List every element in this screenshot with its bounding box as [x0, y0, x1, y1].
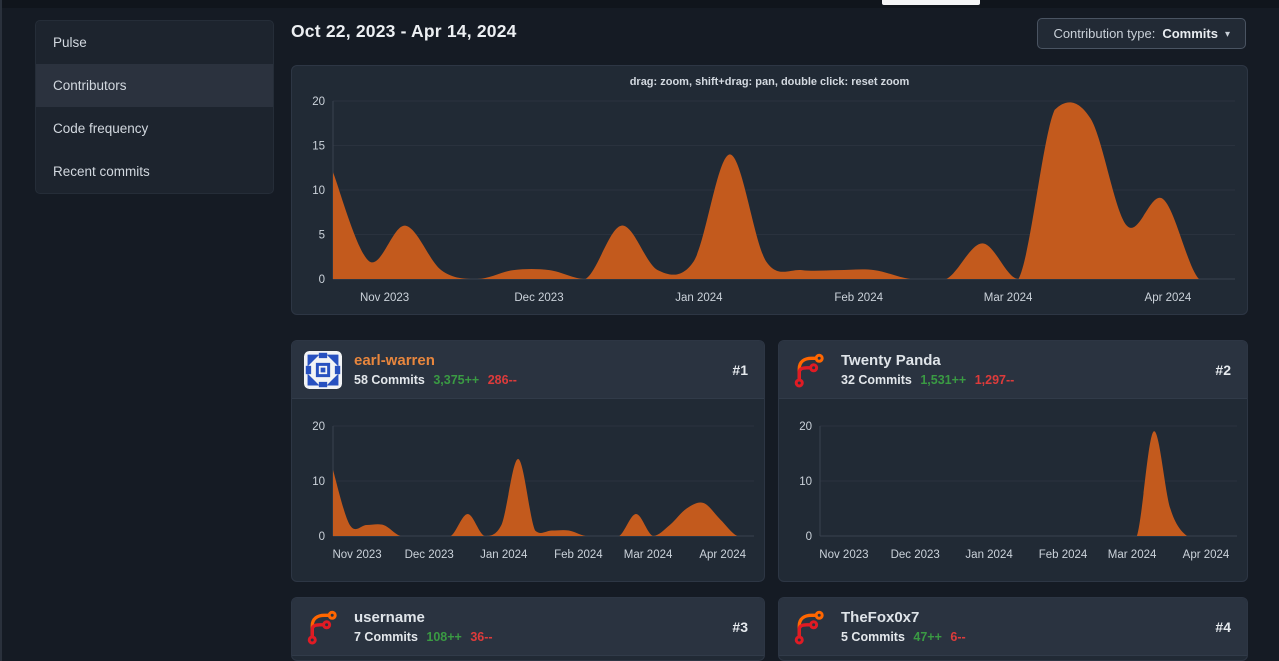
svg-text:Nov 2023: Nov 2023: [819, 549, 868, 561]
browser-tab-strip: [2, 0, 1279, 8]
deletions-count: 286--: [487, 372, 517, 387]
svg-text:Feb 2024: Feb 2024: [554, 549, 603, 561]
activity-sidebar: Pulse Contributors Code frequency Recent…: [35, 20, 274, 194]
svg-text:15: 15: [312, 141, 325, 153]
contributor-name-link[interactable]: username: [354, 609, 425, 627]
forgejo-logo-avatar[interactable]: [791, 351, 829, 389]
svg-text:Apr 2024: Apr 2024: [1145, 292, 1192, 304]
chart-zoom-hint: drag: zoom, shift+drag: pan, double clic…: [629, 76, 910, 88]
contributor-stats: 58 Commits 3,375++ 286--: [354, 373, 720, 387]
deletions-count: 36--: [470, 629, 493, 644]
commit-count: 32 Commits: [841, 372, 912, 387]
sidebar-item-pulse[interactable]: Pulse: [53, 35, 87, 50]
contributor-card-2: Twenty Panda 32 Commits 1,531++ 1,297-- …: [778, 340, 1248, 582]
main-activity-chart[interactable]: 0 5 10 15 20 Nov 2023 Dec 2023 Jan 2024 Feb 2024…: [292, 66, 1247, 314]
svg-text:10: 10: [312, 185, 325, 197]
svg-text:0: 0: [319, 274, 325, 286]
user-avatar-identicon[interactable]: [304, 350, 342, 389]
svg-text:Mar 2024: Mar 2024: [624, 549, 673, 561]
contributor-1-chart[interactable]: 0 10 20 Nov 2023 Dec 2023 Jan 2024 Feb 2024 Mar…: [292, 399, 764, 581]
contributor-card-3: username 7 Commits 108++ 36-- #3: [291, 597, 765, 661]
contributor-stats: 32 Commits 1,531++ 1,297--: [841, 373, 1203, 387]
sidebar-item-recent-commits[interactable]: Recent commits: [53, 164, 150, 179]
contributor-name-link[interactable]: earl-warren: [354, 352, 435, 370]
main-activity-panel: drag: zoom, shift+drag: pan, double clic…: [291, 65, 1248, 315]
commit-count: 5 Commits: [841, 629, 905, 644]
svg-text:Feb 2024: Feb 2024: [834, 292, 883, 304]
svg-text:Nov 2023: Nov 2023: [332, 549, 381, 561]
active-tab-indicator: [882, 0, 980, 5]
svg-text:Dec 2023: Dec 2023: [514, 292, 563, 304]
svg-text:Feb 2024: Feb 2024: [1039, 549, 1088, 561]
svg-text:Jan 2024: Jan 2024: [965, 549, 1013, 561]
page-title-date-range: Oct 22, 2023 - Apr 14, 2024: [291, 21, 517, 41]
additions-count: 1,531++: [920, 372, 967, 387]
svg-text:Jan 2024: Jan 2024: [480, 549, 528, 561]
contributor-stats: 7 Commits 108++ 36--: [354, 630, 720, 644]
forgejo-logo-avatar[interactable]: [791, 608, 829, 646]
forgejo-logo-avatar[interactable]: [304, 608, 342, 646]
deletions-count: 6--: [950, 629, 966, 644]
contribution-type-value: Commits: [1162, 26, 1218, 41]
rank-badge: #4: [1215, 618, 1231, 635]
contributor-2-chart[interactable]: 0 10 20 Nov 2023 Dec 2023 Jan 2024 Feb 2024 Mar…: [779, 399, 1247, 581]
svg-text:Dec 2023: Dec 2023: [891, 549, 940, 561]
svg-text:20: 20: [799, 421, 812, 433]
svg-text:Nov 2023: Nov 2023: [360, 292, 409, 304]
svg-text:20: 20: [312, 421, 325, 433]
svg-text:0: 0: [806, 531, 812, 543]
svg-text:Mar 2024: Mar 2024: [1108, 549, 1157, 561]
svg-text:20: 20: [312, 96, 325, 108]
contributor-stats: 5 Commits 47++ 6--: [841, 630, 1203, 644]
svg-text:0: 0: [319, 531, 325, 543]
contributor-card-4-header: TheFox0x7 5 Commits 47++ 6-- #4: [779, 598, 1247, 656]
contributor-card-1-header: earl-warren 58 Commits 3,375++ 286-- #1: [292, 341, 764, 399]
commit-count: 58 Commits: [354, 372, 425, 387]
additions-count: 108++: [426, 629, 462, 644]
svg-text:Jan 2024: Jan 2024: [675, 292, 723, 304]
contribution-type-dropdown[interactable]: Contribution type: Commits ▾: [1037, 18, 1246, 49]
svg-text:Mar 2024: Mar 2024: [984, 292, 1033, 304]
svg-text:Dec 2023: Dec 2023: [405, 549, 454, 561]
sidebar-item-contributors[interactable]: Contributors: [36, 64, 273, 107]
rank-badge: #1: [732, 361, 748, 378]
contributor-card-2-header: Twenty Panda 32 Commits 1,531++ 1,297-- …: [779, 341, 1247, 399]
rank-badge: #3: [732, 618, 748, 635]
deletions-count: 1,297--: [974, 372, 1015, 387]
contributor-card-4: TheFox0x7 5 Commits 47++ 6-- #4: [778, 597, 1248, 661]
contributor-card-3-header: username 7 Commits 108++ 36-- #3: [292, 598, 764, 656]
svg-text:10: 10: [799, 476, 812, 488]
contributor-card-1: earl-warren 58 Commits 3,375++ 286-- #1 …: [291, 340, 765, 582]
contributor-name-link[interactable]: TheFox0x7: [841, 609, 920, 627]
svg-text:5: 5: [319, 230, 325, 242]
svg-text:Apr 2024: Apr 2024: [699, 549, 746, 561]
contributor-name-link[interactable]: Twenty Panda: [841, 352, 941, 370]
additions-count: 3,375++: [433, 372, 480, 387]
contribution-type-label: Contribution type:: [1053, 26, 1156, 41]
svg-text:10: 10: [312, 476, 325, 488]
sidebar-item-code-frequency[interactable]: Code frequency: [53, 121, 149, 136]
chevron-down-icon: ▾: [1224, 29, 1230, 40]
svg-text:Apr 2024: Apr 2024: [1183, 549, 1230, 561]
commit-count: 7 Commits: [354, 629, 418, 644]
additions-count: 47++: [913, 629, 942, 644]
rank-badge: #2: [1215, 361, 1231, 378]
